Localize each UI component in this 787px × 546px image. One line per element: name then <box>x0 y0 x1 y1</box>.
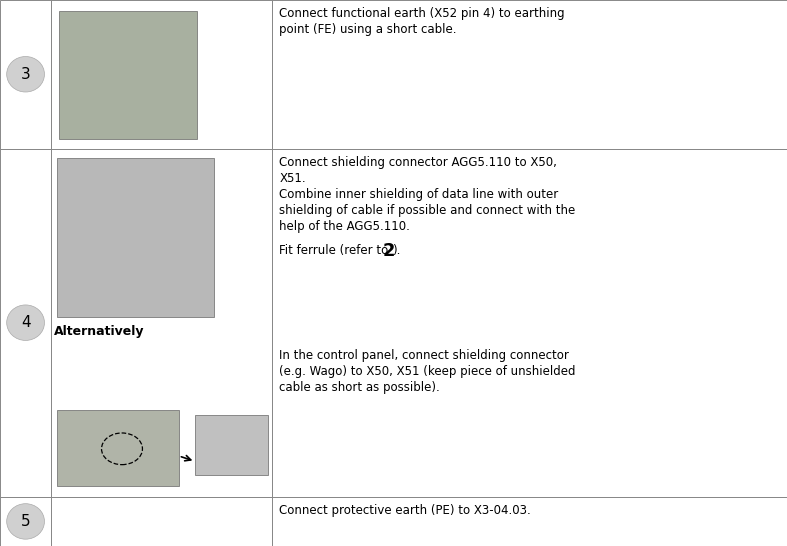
Text: Connect functional earth (X52 pin 4) to earthing
point (FE) using a short cable.: Connect functional earth (X52 pin 4) to … <box>279 7 565 36</box>
Bar <box>59 11 197 139</box>
Text: 2: 2 <box>382 242 395 260</box>
Bar <box>195 415 268 475</box>
Text: Fit ferrule (refer to: Fit ferrule (refer to <box>279 244 393 257</box>
Text: In the control panel, connect shielding connector
(e.g. Wago) to X50, X51 (keep : In the control panel, connect shielding … <box>279 349 576 394</box>
Text: 4: 4 <box>20 315 31 330</box>
Bar <box>272 149 787 497</box>
Bar <box>51 497 272 546</box>
Bar <box>51 149 272 497</box>
Bar <box>272 0 787 149</box>
Bar <box>272 497 787 546</box>
Text: Alternatively: Alternatively <box>54 325 144 338</box>
Ellipse shape <box>6 305 45 341</box>
Bar <box>57 158 214 317</box>
Text: 3: 3 <box>20 67 31 82</box>
Bar <box>0 0 51 149</box>
Bar <box>51 0 272 149</box>
Text: ).: ). <box>392 244 400 257</box>
Bar <box>0 149 51 497</box>
Ellipse shape <box>6 57 45 92</box>
Ellipse shape <box>6 503 45 539</box>
Text: Connect protective earth (PE) to X3-04.03.: Connect protective earth (PE) to X3-04.0… <box>279 504 531 517</box>
Text: 5: 5 <box>20 514 31 529</box>
Bar <box>57 410 179 486</box>
Bar <box>0 497 51 546</box>
Text: Connect shielding connector AGG5.110 to X50,
X51.
Combine inner shielding of dat: Connect shielding connector AGG5.110 to … <box>279 156 575 233</box>
